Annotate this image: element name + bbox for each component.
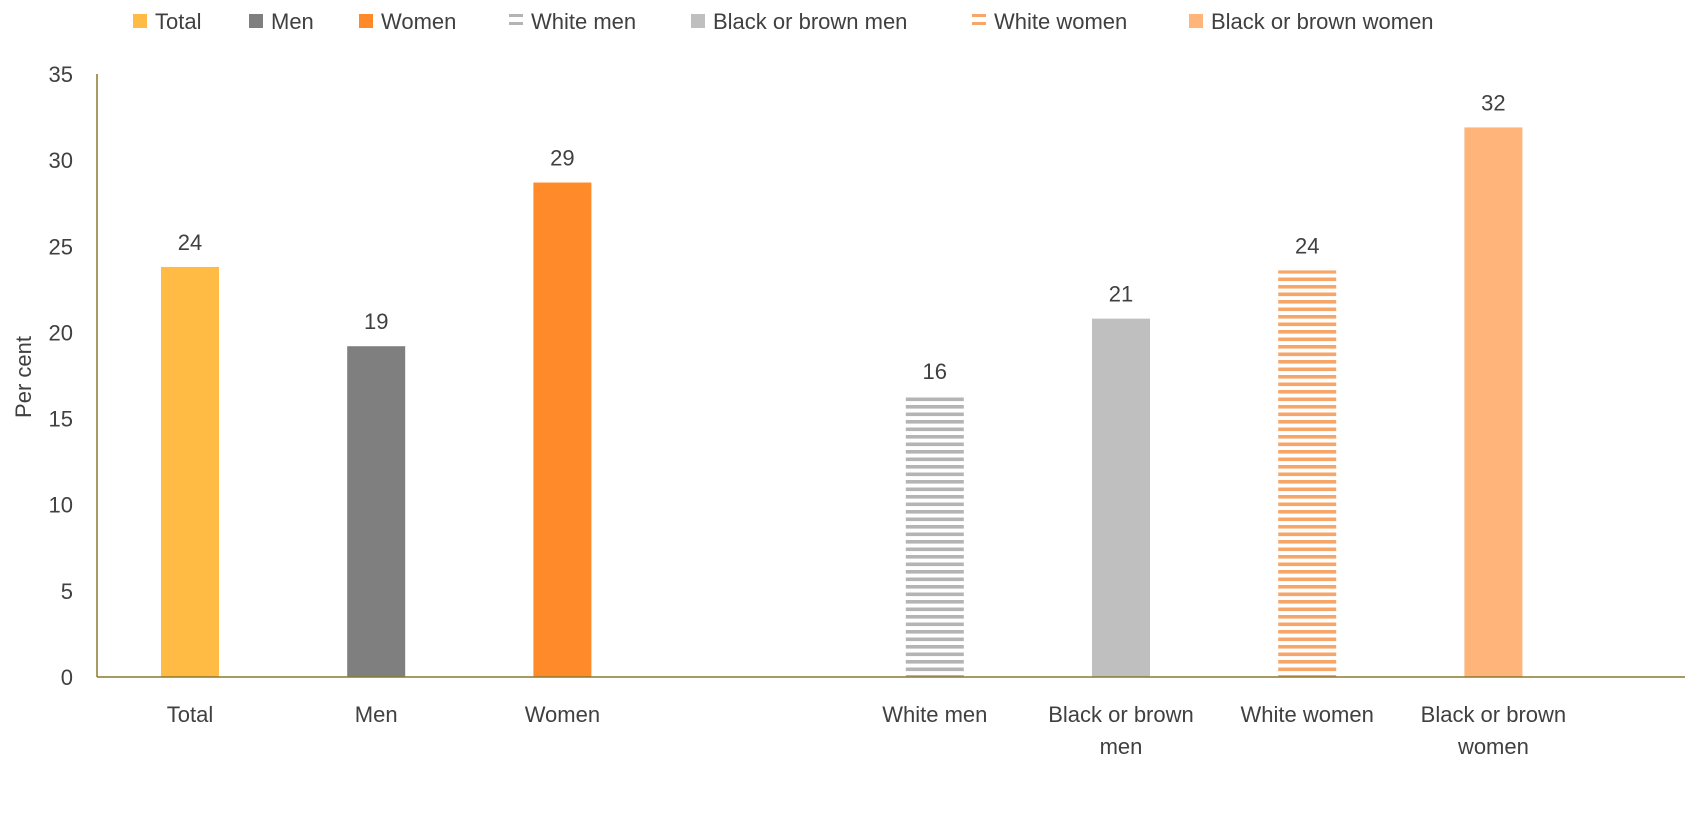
y-tick-label: 15 (49, 407, 73, 432)
data-label-women: 29 (550, 146, 574, 171)
y-axis-ticks: 0 5 10 15 20 25 30 35 (49, 62, 73, 690)
y-tick-label: 0 (61, 665, 73, 690)
data-labels: 24 19 29 16 21 24 32 (178, 90, 1506, 384)
y-tick-label: 35 (49, 62, 73, 87)
y-tick-label: 10 (49, 493, 73, 518)
bar-white-women (1278, 270, 1337, 677)
bar-women (533, 182, 592, 678)
legend-item-men: Men (249, 9, 314, 34)
legend-swatch (972, 22, 986, 25)
legend-swatch (972, 14, 986, 17)
x-tick-label: Black or brown men (1048, 702, 1194, 759)
y-tick-label: 25 (49, 234, 73, 259)
data-label-white-men: 16 (923, 359, 947, 384)
y-axis-label: Per cent (11, 336, 36, 418)
legend-swatch (133, 14, 147, 28)
bar-total (161, 266, 219, 677)
y-tick-label: 30 (49, 148, 73, 173)
data-label-men: 19 (364, 309, 388, 334)
legend-item-women: Women (359, 9, 456, 34)
bars (161, 127, 1523, 678)
legend-swatch (1189, 14, 1203, 28)
legend-swatch (509, 14, 523, 17)
y-tick-label: 5 (61, 579, 73, 604)
data-label-black-or-brown-men: 21 (1109, 282, 1133, 307)
data-label-total: 24 (178, 230, 202, 255)
legend-item-white-men: White men (509, 9, 636, 34)
legend-item-black-or-brown-men: Black or brown men (691, 9, 907, 34)
x-tick-label: White men (882, 702, 987, 727)
legend-swatch (509, 22, 523, 25)
x-axis-ticks: Total Men Women White men Black or brown men W… (167, 702, 1566, 759)
legend-label: Women (381, 9, 456, 34)
x-tick-label: Men (355, 702, 398, 727)
legend-label: Black or brown women (1211, 9, 1434, 34)
data-label-black-or-brown-women: 32 (1481, 90, 1505, 115)
bar-men (347, 346, 406, 677)
x-tick-label: White women (1241, 702, 1374, 727)
x-tick-label: Total (167, 702, 213, 727)
bar-white-men (905, 396, 964, 677)
x-tick-label: Women (525, 702, 600, 727)
legend-item-black-or-brown-women: Black or brown women (1189, 9, 1434, 34)
data-label-white-women: 24 (1295, 233, 1319, 258)
legend-label: Men (271, 9, 314, 34)
legend-label: Black or brown men (713, 9, 907, 34)
legend-label: Total (155, 9, 201, 34)
legend-swatch (691, 14, 705, 28)
bar-black-or-brown-men (1092, 318, 1150, 677)
legend: Total Men Women White men Black or brown men… (133, 9, 1434, 34)
y-tick-label: 20 (49, 320, 73, 345)
x-tick-label: Black or brown women (1421, 702, 1567, 759)
bar-black-or-brown-women (1464, 127, 1523, 677)
legend-label: White women (994, 9, 1127, 34)
legend-label: White men (531, 9, 636, 34)
legend-swatch (359, 14, 373, 28)
legend-swatch (249, 14, 263, 28)
legend-item-white-women: White women (972, 9, 1127, 34)
legend-item-total: Total (133, 9, 201, 34)
